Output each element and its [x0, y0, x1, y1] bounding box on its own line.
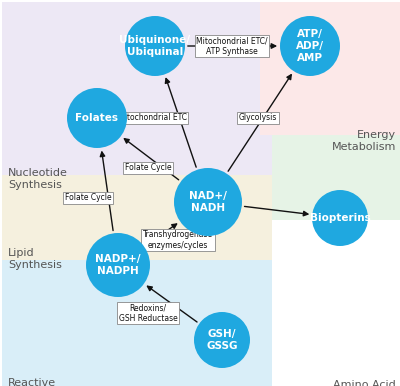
- Bar: [260, 2, 400, 135]
- Text: Transhydrogenase
enzymes/cycles: Transhydrogenase enzymes/cycles: [143, 230, 213, 250]
- Text: Nucleotide
Synthesis: Nucleotide Synthesis: [8, 168, 68, 190]
- Text: Mitochondrial ETC/
ATP Synthase: Mitochondrial ETC/ ATP Synthase: [196, 36, 268, 56]
- Text: Folate Cycle: Folate Cycle: [65, 193, 111, 203]
- Text: GSH/
GSSG: GSH/ GSSG: [206, 329, 238, 351]
- Text: Amino Acid
Synthesis: Amino Acid Synthesis: [333, 380, 396, 386]
- Circle shape: [67, 88, 127, 148]
- Text: Lipid
Synthesis: Lipid Synthesis: [8, 248, 62, 271]
- Text: NAD+/
NADH: NAD+/ NADH: [189, 191, 227, 213]
- Text: Folates: Folates: [76, 113, 118, 123]
- Circle shape: [280, 16, 340, 76]
- Text: Biopterins: Biopterins: [310, 213, 370, 223]
- Text: Reactive
Molecule
Detoxification: Reactive Molecule Detoxification: [8, 378, 85, 386]
- Text: Mitochondrial ETC: Mitochondrial ETC: [118, 113, 186, 122]
- Text: Folate Cycle: Folate Cycle: [125, 164, 171, 173]
- Bar: [2, 2, 272, 386]
- Text: ATP/
ADP/
AMP: ATP/ ADP/ AMP: [296, 29, 324, 63]
- Circle shape: [194, 312, 250, 368]
- Bar: [2, 2, 272, 175]
- Text: Glycolysis: Glycolysis: [239, 113, 277, 122]
- Bar: [2, 148, 272, 260]
- Circle shape: [174, 168, 242, 236]
- Bar: [2, 2, 400, 220]
- Text: Energy
Metabolism: Energy Metabolism: [332, 130, 396, 152]
- Circle shape: [86, 233, 150, 297]
- Text: NADP+/
NADPH: NADP+/ NADPH: [95, 254, 141, 276]
- Text: Ubiquinone/
Ubiquinal: Ubiquinone/ Ubiquinal: [120, 35, 190, 57]
- Circle shape: [312, 190, 368, 246]
- Text: Redoxins/
GSH Reductase: Redoxins/ GSH Reductase: [119, 303, 177, 323]
- Circle shape: [125, 16, 185, 76]
